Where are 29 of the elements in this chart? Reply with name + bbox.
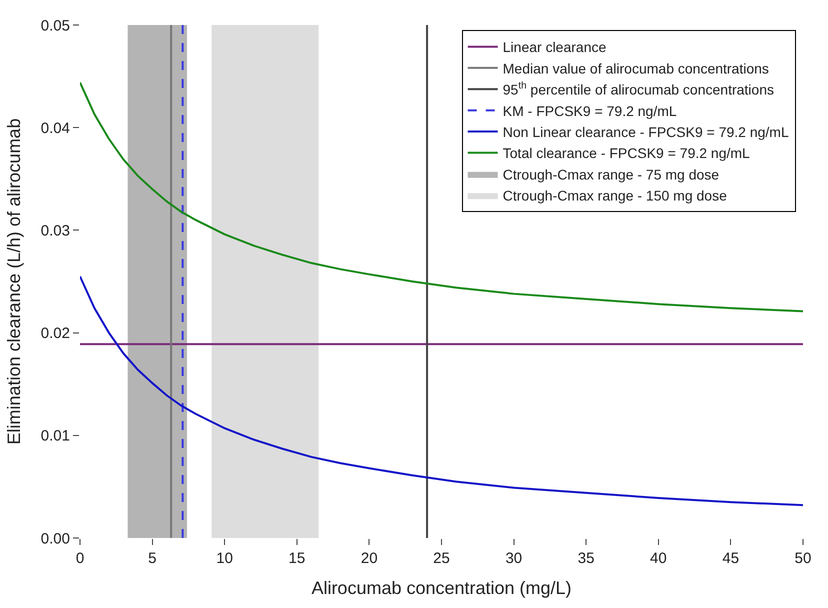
x-tick-label: 20	[360, 550, 378, 567]
x-tick-label: 10	[216, 550, 233, 567]
legend-label: Median value of alirocumab concentrations	[502, 60, 769, 76]
legend-label: Ctrough-Cmax range - 75 mg dose	[502, 166, 720, 182]
x-tick-label: 35	[578, 550, 594, 567]
line-series	[80, 81, 803, 312]
line-series	[80, 275, 803, 506]
y-axis-title: Elimination clearance (L/h) of alirocumab	[4, 118, 24, 445]
x-tick-label: 5	[148, 550, 156, 567]
x-tick-label: 0	[76, 550, 84, 567]
x-tick-label: 50	[794, 550, 812, 567]
legend-label: Total clearance - FPCSK9 = 79.2 ng/mL	[502, 145, 750, 162]
x-tick-label: 25	[433, 550, 450, 567]
y-tick-label: 0.03	[40, 222, 70, 240]
y-tick-label: 0.00	[40, 530, 70, 548]
legend-label: Linear clearance	[502, 39, 606, 56]
legend-label: KM - FPCSK9 = 79.2 ng/mL	[502, 102, 677, 119]
x-axis-title: Alirocumab concentration (mg/L)	[311, 578, 572, 598]
y-tick-label: 0.04	[40, 120, 70, 137]
legend-label: Ctrough-Cmax range - 150 mg dose	[502, 188, 728, 204]
legend-label: Non Linear clearance - FPCSK9 = 79.2 ng/mL	[502, 124, 789, 140]
x-tick-label: 45	[722, 550, 740, 567]
y-tick-label: 0.02	[40, 325, 70, 342]
legend-label: 95$^{th}$ percentile of alirocumab concentrations	[502, 80, 774, 98]
x-tick-label: 15	[288, 550, 306, 567]
y-tick-label: 0.01	[40, 428, 70, 445]
x-tick-label: 40	[650, 550, 667, 567]
y-tick-label: 0.05	[40, 17, 70, 34]
x-tick-label: 30	[505, 550, 522, 567]
